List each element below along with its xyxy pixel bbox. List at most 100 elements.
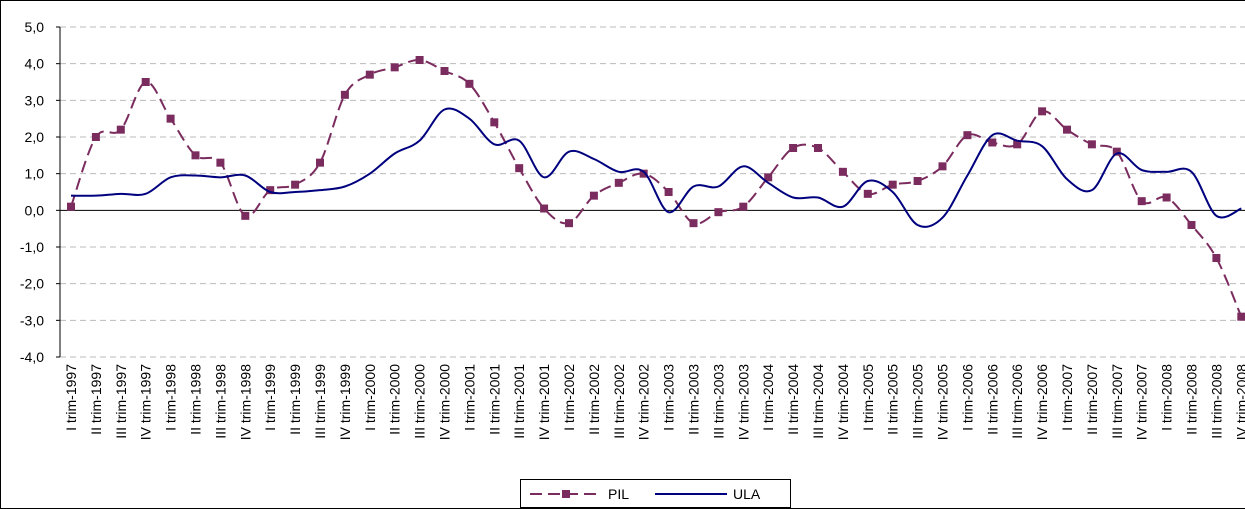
x-tick-label: I trim-2006 <box>959 364 975 431</box>
point-marker <box>1162 193 1171 202</box>
x-tick-label: IV trim-1999 <box>337 364 353 440</box>
y-tick-label: 0,0 <box>25 202 45 218</box>
x-tick-label: I trim-2002 <box>561 364 577 431</box>
x-tick-label: III trim-1998 <box>212 364 228 439</box>
x-tick-label: II trim-2001 <box>486 364 502 435</box>
point-marker <box>191 151 200 160</box>
point-marker <box>913 177 922 185</box>
point-marker <box>465 79 474 88</box>
legend-label: ULA <box>733 486 761 502</box>
point-marker <box>689 219 698 228</box>
x-tick-label: IV trim-2007 <box>1134 364 1150 440</box>
x-tick-label: III trim-1997 <box>113 364 129 439</box>
point-marker <box>863 189 872 198</box>
point-marker <box>565 219 573 228</box>
point-marker <box>141 78 150 86</box>
series-line <box>70 107 1242 228</box>
x-tick-label: III trim-2002 <box>611 364 627 439</box>
x-tick-label: II trim-2002 <box>586 364 602 435</box>
x-tick-label: II trim-2004 <box>785 364 801 435</box>
x-tick-label: I trim-2001 <box>461 364 477 431</box>
point-marker <box>664 188 673 196</box>
point-marker <box>415 56 424 64</box>
x-tick-label: II trim-1999 <box>287 364 303 435</box>
y-tick-label: 4,0 <box>25 56 45 72</box>
point-marker <box>540 204 549 213</box>
point-marker <box>739 202 748 211</box>
y-tick-label: 3,0 <box>25 92 45 108</box>
x-tick-label: IV trim-2001 <box>536 364 552 440</box>
point-marker <box>490 118 499 127</box>
legend-label: PIL <box>608 486 629 502</box>
x-tick-label: III trim-1999 <box>312 364 328 439</box>
x-tick-label: III trim-2007 <box>1109 364 1125 439</box>
x-tick-label: I trim-2000 <box>362 364 378 431</box>
point-marker <box>1237 312 1245 321</box>
point-marker <box>764 173 773 182</box>
x-tick-label: IV trim-1998 <box>237 364 253 440</box>
legend-marker <box>562 490 570 498</box>
x-tick-label: IV trim-2008 <box>1233 364 1245 440</box>
x-tick-label: II trim-2000 <box>387 364 403 435</box>
y-tick-label: 1,0 <box>25 166 45 182</box>
point-marker <box>515 164 524 173</box>
x-tick-label: III trim-2006 <box>1009 364 1025 439</box>
point-marker <box>266 186 275 195</box>
point-marker <box>814 144 822 152</box>
point-marker <box>67 202 75 211</box>
x-tick-label: I trim-2003 <box>661 364 677 431</box>
point-marker <box>888 180 897 189</box>
point-marker <box>241 211 250 220</box>
x-tick-label: I trim-2005 <box>860 364 876 431</box>
x-tick-label: III trim-2004 <box>810 364 826 439</box>
x-tick-label: I trim-2008 <box>1159 364 1175 431</box>
y-tick-label: -1,0 <box>20 239 44 255</box>
point-marker <box>714 208 723 217</box>
x-tick-label: IV trim-2002 <box>636 364 652 440</box>
x-tick-label: I trim-1997 <box>63 364 79 431</box>
point-marker <box>116 125 125 134</box>
point-marker <box>639 169 648 178</box>
x-tick-label: IV trim-1997 <box>138 364 154 440</box>
x-tick-label: III trim-2001 <box>511 364 527 439</box>
point-marker <box>365 70 374 79</box>
point-marker <box>614 178 623 187</box>
x-tick-label: II trim-1998 <box>188 364 204 435</box>
point-marker <box>1013 140 1022 149</box>
point-marker <box>938 162 947 171</box>
x-tick-label: II trim-2003 <box>686 364 702 435</box>
y-tick-label: -3,0 <box>20 312 44 328</box>
point-marker <box>166 114 175 123</box>
point-marker <box>1187 221 1196 229</box>
x-tick-label: III trim-2003 <box>710 364 726 439</box>
x-tick-label: III trim-2000 <box>412 364 428 439</box>
x-tick-label: IV trim-2000 <box>437 364 453 440</box>
point-marker <box>390 63 399 72</box>
y-tick-label: 5,0 <box>25 19 45 35</box>
point-marker <box>1063 125 1071 134</box>
x-tick-label: I trim-1999 <box>262 364 278 431</box>
x-tick-label: IV trim-2004 <box>835 364 851 440</box>
y-tick-label: -4,0 <box>20 349 44 365</box>
point-marker <box>91 133 100 141</box>
point-marker <box>789 144 798 152</box>
point-marker <box>589 191 598 200</box>
point-marker <box>1112 147 1121 156</box>
x-tick-label: II trim-1997 <box>88 364 104 435</box>
point-marker <box>340 90 349 99</box>
x-tick-label: I trim-1998 <box>163 364 179 431</box>
x-tick-label: II trim-2007 <box>1084 364 1100 435</box>
x-tick-label: III trim-2008 <box>1208 364 1224 439</box>
x-tick-label: IV trim-2005 <box>935 364 951 440</box>
x-tick-label: III trim-2005 <box>910 364 926 439</box>
point-marker <box>216 158 225 167</box>
point-marker <box>1038 107 1047 116</box>
point-marker <box>988 138 997 147</box>
point-marker <box>316 158 324 167</box>
point-marker <box>1137 197 1146 206</box>
point-marker <box>1087 140 1096 149</box>
x-tick-label: II trim-2005 <box>885 364 901 435</box>
x-tick-label: IV trim-2003 <box>735 364 751 440</box>
